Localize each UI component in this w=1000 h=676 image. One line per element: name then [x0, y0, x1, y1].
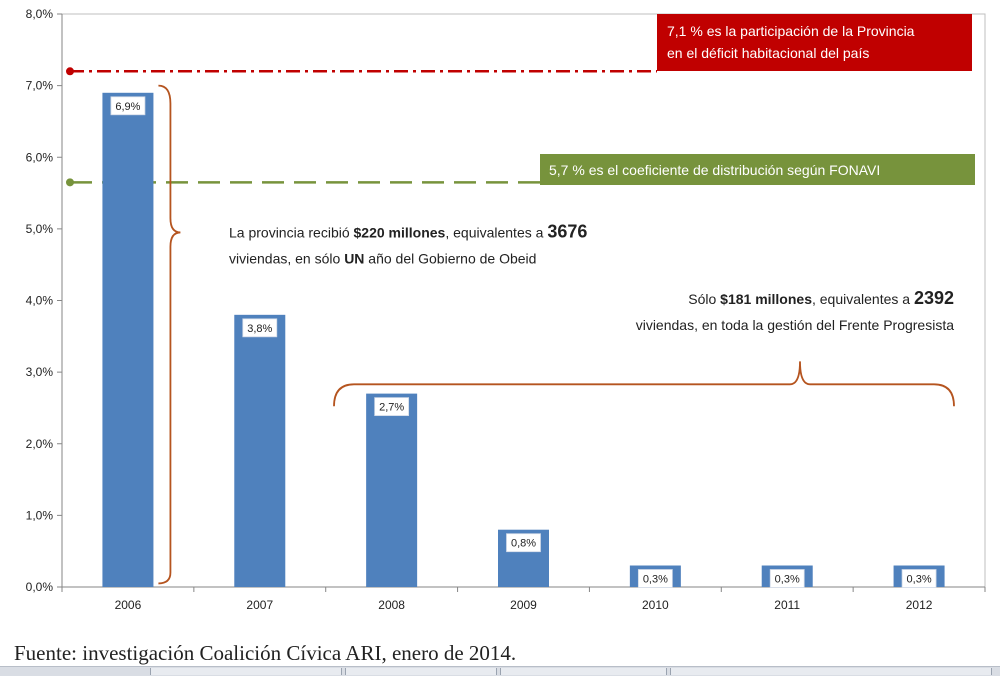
x-tick-label: 2012: [906, 598, 933, 612]
data-label-box: [901, 569, 937, 588]
y-tick-label: 1,0%: [26, 508, 54, 522]
y-tick-label: 4,0%: [26, 294, 54, 308]
source-caption: Fuente: investigación Coalición Cívica A…: [14, 641, 517, 665]
reference-label-provincia: en el déficit habitacional del país: [667, 45, 869, 61]
data-label: 0,3%: [775, 574, 800, 586]
x-tick-label: 2006: [115, 598, 142, 612]
data-label: 6,9%: [115, 101, 140, 113]
y-tick-label: 5,0%: [26, 222, 54, 236]
annotation-text-2008-2012: viviendas, en toda la gestión del Frente…: [636, 317, 955, 333]
data-label-group: 0,3%: [637, 569, 673, 588]
bar: [366, 393, 418, 587]
data-label-group: 6,9%: [110, 96, 146, 116]
plot-area: [61, 13, 986, 588]
x-tick-label: 2010: [642, 598, 669, 612]
data-label-box: [242, 318, 278, 338]
data-label-group: 0,3%: [901, 569, 937, 588]
y-tick-label: 0,0%: [26, 580, 54, 594]
taskbar-strip: [0, 666, 1000, 676]
x-tick-label: 2011: [774, 598, 800, 612]
y-tick-label: 8,0%: [26, 7, 54, 21]
data-label-group: 0,3%: [769, 569, 805, 588]
x-tick-label: 2009: [510, 598, 537, 612]
bar: [102, 92, 154, 587]
bar: [234, 314, 286, 587]
data-label-box: [637, 569, 673, 588]
data-label: 2,7%: [379, 402, 404, 414]
annotation-text-2008-2012: Sólo $181 millones, equivalentes a 2392: [688, 288, 954, 308]
data-label: 0,3%: [643, 574, 668, 586]
data-label-box: [506, 533, 541, 553]
reference-label-box-provincia: [657, 14, 972, 71]
y-tick-label: 7,0%: [26, 79, 54, 93]
y-tick-label: 2,0%: [26, 437, 54, 451]
x-tick-label: 2008: [378, 598, 405, 612]
bar-chart: 0,0% 1,0% 2,0% 3,0% 4,0% 5,0% 6,0% 7,0% 8,0% 6,9%…: [26, 7, 986, 612]
data-label-box: [769, 569, 805, 588]
data-label-group: 0,8%: [506, 533, 541, 553]
data-label-box: [374, 397, 410, 417]
annotation-text-2006: viviendas, en sólo UN año del Gobierno d…: [229, 250, 536, 266]
reference-marker-fonavi: [66, 178, 74, 187]
y-tick-label: 3,0%: [26, 365, 54, 379]
y-tick-label: 6,0%: [26, 150, 54, 164]
reference-label-fonavi: 5,7 % es el coeficiente de distribución …: [549, 162, 880, 178]
x-tick-label: 2007: [246, 598, 273, 612]
data-label: 0,3%: [907, 574, 932, 586]
data-label-group: 3,8%: [242, 318, 278, 338]
reference-label-box-fonavi: [540, 154, 975, 185]
data-label: 0,8%: [511, 538, 536, 550]
data-label: 3,8%: [247, 323, 272, 335]
data-label-group: 2,7%: [374, 397, 410, 417]
data-label-box: [110, 96, 146, 116]
reference-marker-provincia: [66, 67, 74, 76]
annotation-text-2006: La provincia recibió $220 millones, equi…: [229, 221, 587, 241]
reference-label-provincia: 7,1 % es la participación de la Provinci…: [667, 23, 915, 39]
